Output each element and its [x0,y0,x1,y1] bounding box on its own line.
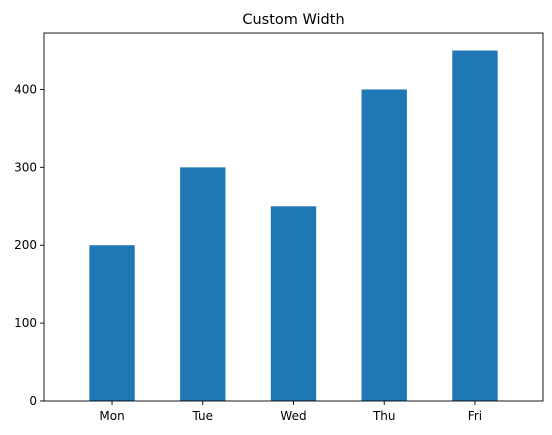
bar-wed [270,206,317,401]
x-tick-label: Mon [99,409,124,423]
y-tick-label: 0 [29,394,37,408]
bar-fri [452,50,498,402]
chart-title: Custom Width [242,12,344,28]
y-tick-label: 400 [14,82,37,96]
bar-mon [89,245,135,401]
y-axis: 0 100 200 300 400 [14,82,44,408]
y-tick-label: 100 [14,316,37,330]
x-tick-label: Tue [192,409,214,423]
x-axis: Mon Tue Wed Thu Fri [99,401,482,423]
x-tick-label: Thu [372,409,396,423]
bars-group [89,50,498,402]
y-tick-label: 300 [14,160,37,174]
bar-tue [180,167,226,401]
y-tick-label: 200 [14,238,37,252]
plot-frame [43,32,544,402]
x-tick-label: Wed [280,409,306,423]
x-tick-label: Fri [468,409,482,423]
bar-thu [361,89,407,401]
